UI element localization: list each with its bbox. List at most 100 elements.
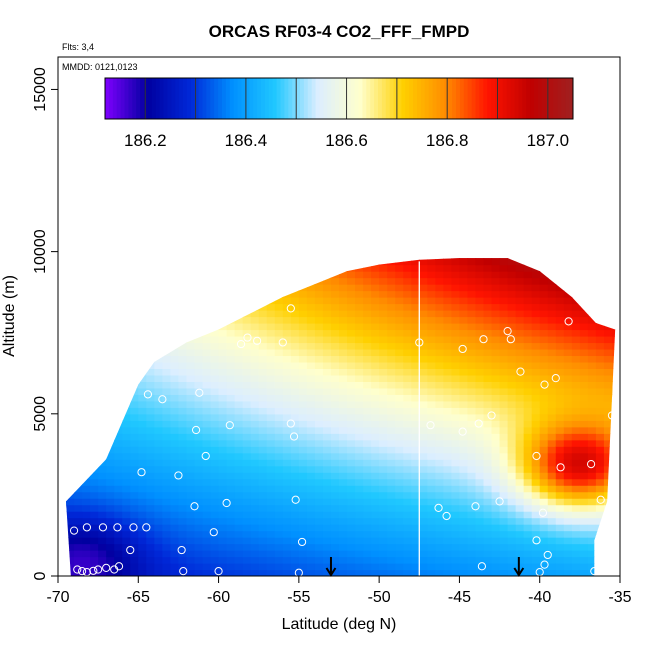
heatmap-cell bbox=[587, 400, 597, 408]
heatmap-cell bbox=[138, 413, 147, 421]
y-tick-label: 5000 bbox=[32, 396, 49, 432]
heatmap-cell bbox=[114, 498, 123, 506]
heatmap-cell bbox=[387, 413, 396, 421]
heatmap-cell bbox=[371, 322, 380, 331]
heatmap-cell bbox=[98, 271, 107, 279]
heatmap-cell bbox=[74, 277, 83, 285]
heatmap-cell bbox=[539, 277, 549, 285]
heatmap-cell bbox=[98, 446, 107, 454]
heatmap-cell bbox=[459, 485, 469, 493]
heatmap-cell bbox=[146, 420, 155, 428]
colorbar-segment bbox=[276, 78, 281, 119]
heatmap-cell bbox=[170, 498, 180, 506]
colorbar-segment bbox=[561, 78, 566, 119]
heatmap-cell bbox=[250, 485, 260, 493]
heatmap-cell bbox=[363, 290, 372, 298]
heatmap-cell bbox=[339, 387, 348, 395]
heatmap-cell bbox=[515, 407, 525, 415]
heatmap-cell bbox=[355, 420, 364, 428]
heatmap-cell bbox=[74, 407, 83, 415]
heatmap-cell bbox=[371, 413, 380, 421]
heatmap-cell bbox=[106, 322, 115, 331]
heatmap-cell bbox=[74, 491, 83, 499]
heatmap-cell bbox=[363, 511, 372, 519]
heatmap-cell bbox=[170, 550, 180, 558]
heatmap-cell bbox=[234, 504, 244, 512]
heatmap-cell bbox=[242, 271, 252, 279]
heatmap-cell bbox=[443, 277, 452, 285]
heatmap-cell bbox=[507, 569, 517, 576]
heatmap-cell bbox=[114, 329, 123, 337]
heatmap-cell bbox=[290, 478, 300, 486]
heatmap-cell bbox=[186, 563, 196, 571]
heatmap-cell bbox=[74, 524, 83, 532]
heatmap-cell bbox=[411, 524, 420, 532]
heatmap-cell bbox=[290, 290, 300, 298]
heatmap-cell bbox=[507, 381, 517, 389]
heatmap-cell bbox=[355, 433, 364, 441]
heatmap-cell bbox=[483, 439, 493, 447]
heatmap-cell bbox=[154, 284, 163, 292]
heatmap-cell bbox=[443, 310, 452, 318]
colorbar-segment bbox=[522, 78, 527, 119]
heatmap-cell bbox=[387, 433, 396, 441]
heatmap-cell bbox=[347, 498, 356, 506]
heatmap-cell bbox=[146, 355, 155, 363]
heatmap-cell bbox=[306, 374, 316, 382]
heatmap-cell bbox=[611, 394, 616, 402]
heatmap-cell bbox=[403, 433, 412, 441]
heatmap-cell bbox=[130, 485, 139, 493]
heatmap-cell bbox=[210, 504, 220, 512]
heatmap-cell bbox=[427, 303, 436, 311]
heatmap-cell bbox=[146, 316, 155, 324]
heatmap-cell bbox=[178, 303, 188, 311]
heatmap-cell bbox=[210, 329, 220, 337]
heatmap-cell bbox=[491, 394, 501, 402]
heatmap-cell bbox=[371, 491, 380, 499]
heatmap-cell bbox=[539, 426, 549, 434]
heatmap-cell bbox=[355, 491, 364, 499]
heatmap-cell bbox=[170, 335, 180, 344]
heatmap-cell bbox=[395, 400, 404, 408]
heatmap-cell bbox=[242, 452, 252, 460]
heatmap-cell bbox=[210, 297, 220, 305]
heatmap-cell bbox=[611, 504, 616, 512]
heatmap-cell bbox=[290, 465, 300, 473]
heatmap-cell bbox=[491, 277, 501, 285]
heatmap-cell bbox=[74, 374, 83, 382]
heatmap-cell bbox=[98, 472, 107, 480]
sample-point bbox=[214, 567, 223, 576]
heatmap-cell bbox=[170, 465, 180, 473]
heatmap-cell bbox=[290, 504, 300, 512]
heatmap-cell bbox=[451, 387, 461, 395]
heatmap-cell bbox=[130, 426, 139, 434]
heatmap-cell bbox=[178, 537, 188, 545]
heatmap-cell bbox=[387, 348, 396, 357]
heatmap-cell bbox=[90, 381, 99, 389]
heatmap-cell bbox=[363, 342, 372, 350]
heatmap-cell bbox=[523, 498, 533, 506]
heatmap-cell bbox=[146, 491, 155, 499]
heatmap-cell bbox=[531, 374, 541, 382]
heatmap-cell bbox=[178, 420, 188, 428]
heatmap-cell bbox=[306, 271, 316, 279]
heatmap-cell bbox=[339, 348, 348, 357]
sample-point bbox=[73, 565, 82, 574]
heatmap-cell bbox=[371, 316, 380, 324]
heatmap-cell bbox=[130, 433, 139, 441]
heatmap-cell bbox=[66, 258, 75, 259]
heatmap-cell bbox=[170, 563, 180, 571]
heatmap-cell bbox=[339, 342, 348, 350]
heatmap-cell bbox=[66, 446, 67, 454]
heatmap-cell bbox=[298, 329, 308, 337]
heatmap-cell bbox=[210, 368, 220, 376]
heatmap-cell bbox=[531, 290, 541, 298]
heatmap-cell bbox=[234, 348, 244, 357]
heatmap-cell bbox=[475, 374, 485, 382]
heatmap-cell bbox=[202, 316, 212, 324]
heatmap-cell bbox=[74, 426, 83, 434]
heatmap-cell bbox=[475, 368, 485, 376]
heatmap-cell bbox=[467, 264, 477, 272]
colorbar-segment bbox=[401, 78, 406, 119]
heatmap-cell bbox=[162, 264, 171, 272]
